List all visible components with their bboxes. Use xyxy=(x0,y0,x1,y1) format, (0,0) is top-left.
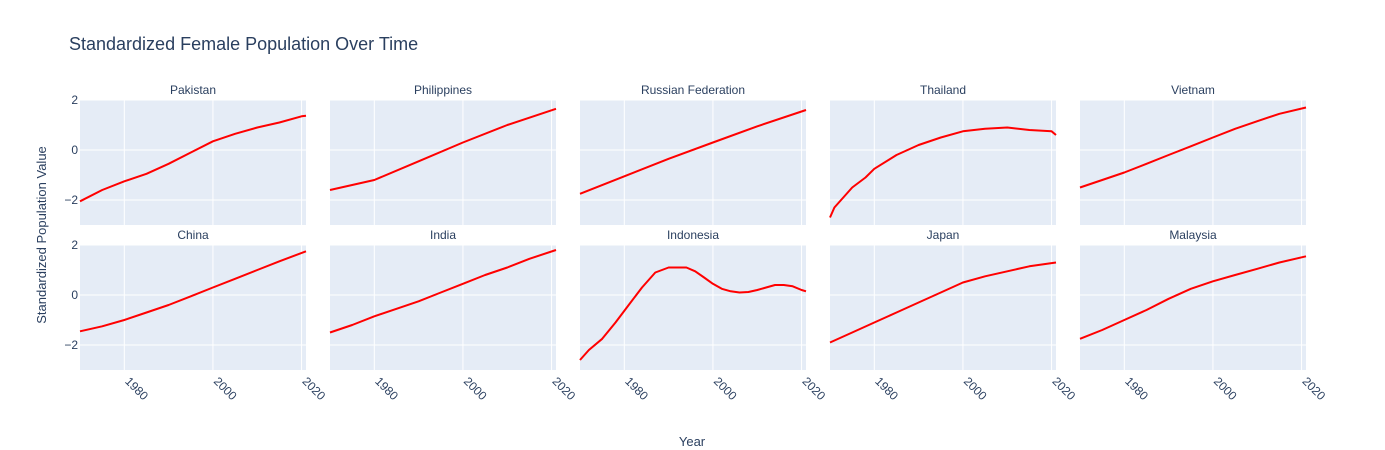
x-axis-title: Year xyxy=(679,434,706,449)
facet-panel-malaysia: Malaysia 1980 2000 2020 xyxy=(1079,228,1328,403)
facet-title: Vietnam xyxy=(1171,83,1215,97)
facet-panel-russian-federation: Russian Federation xyxy=(579,83,807,225)
plot-area xyxy=(830,245,1056,370)
series-line-malaysia xyxy=(1079,255,1307,340)
y-tick-label: −2 xyxy=(64,193,78,207)
facet-title: Russian Federation xyxy=(641,83,745,97)
facet-grid: Pakistan −2 0 2 Philippines Russian Federatio… xyxy=(64,83,1328,403)
facet-panel-thailand: Thailand xyxy=(829,83,1057,225)
x-tick-label: 2000 xyxy=(461,374,490,403)
series-line-vietnam xyxy=(1079,106,1307,189)
x-tick-label: 1980 xyxy=(872,374,901,403)
plot-area xyxy=(830,100,1056,225)
series-line-russian-federation xyxy=(579,109,807,195)
y-tick-label: 2 xyxy=(71,238,78,252)
facet-title: Japan xyxy=(927,228,960,242)
facet-title: Malaysia xyxy=(1169,228,1217,242)
facet-panel-vietnam: Vietnam xyxy=(1079,83,1307,225)
x-tick-label: 2020 xyxy=(799,374,828,403)
plot-area xyxy=(580,245,806,370)
series-line-pakistan xyxy=(79,114,307,203)
x-tick-label: 2000 xyxy=(1211,374,1240,403)
x-tick-label: 2020 xyxy=(549,374,578,403)
facet-title: Thailand xyxy=(920,83,966,97)
x-tick-label: 1980 xyxy=(122,374,151,403)
series-line-indonesia xyxy=(579,266,807,361)
series-line-thailand xyxy=(829,126,1057,218)
y-tick-label: 0 xyxy=(71,143,78,157)
series-line-india xyxy=(329,249,557,334)
y-tick-label: −2 xyxy=(64,338,78,352)
facet-title: China xyxy=(177,228,209,242)
facet-panel-pakistan: Pakistan −2 0 2 xyxy=(64,83,307,225)
plot-area xyxy=(1080,100,1306,225)
x-tick-label: 2000 xyxy=(961,374,990,403)
series-line-philippines xyxy=(329,107,557,191)
x-tick-label: 2000 xyxy=(711,374,740,403)
facet-panel-india: India 1980 2000 2020 xyxy=(329,228,578,403)
series-line-japan xyxy=(829,261,1057,344)
plot-area xyxy=(580,100,806,225)
plot-area xyxy=(330,100,556,225)
facet-panel-china: China −2 0 2 1980 2000 2020 xyxy=(64,228,328,403)
facet-panel-japan: Japan 1980 2000 2020 xyxy=(829,228,1078,403)
plot-area xyxy=(80,100,306,225)
facet-title: Indonesia xyxy=(667,228,719,242)
x-tick-label: 1980 xyxy=(1122,374,1151,403)
y-tick-label: 2 xyxy=(71,93,78,107)
facet-panel-indonesia: Indonesia 1980 2000 2020 xyxy=(579,228,828,403)
chart-title: Standardized Female Population Over Time xyxy=(69,34,418,54)
x-tick-label: 1980 xyxy=(372,374,401,403)
y-axis-title: Standardized Population Value xyxy=(34,146,49,324)
facet-title: Pakistan xyxy=(170,83,216,97)
y-tick-label: 0 xyxy=(71,288,78,302)
x-tick-label: 2020 xyxy=(1299,374,1328,403)
facet-panel-philippines: Philippines xyxy=(329,83,557,225)
facet-title: India xyxy=(430,228,456,242)
x-tick-label: 2020 xyxy=(1049,374,1078,403)
x-tick-label: 2020 xyxy=(299,374,328,403)
series-line-china xyxy=(79,250,307,333)
x-tick-label: 2000 xyxy=(211,374,240,403)
x-tick-label: 1980 xyxy=(622,374,651,403)
plot-area xyxy=(330,245,556,370)
facet-title: Philippines xyxy=(414,83,472,97)
